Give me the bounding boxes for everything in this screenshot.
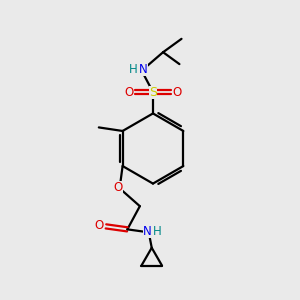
Text: S: S <box>149 85 157 98</box>
Text: O: O <box>124 85 134 98</box>
Text: O: O <box>95 219 104 232</box>
Text: H: H <box>128 63 137 76</box>
Text: N: N <box>143 225 152 238</box>
Text: H: H <box>153 225 162 238</box>
Text: O: O <box>113 181 123 194</box>
Text: O: O <box>172 85 182 98</box>
Text: N: N <box>139 63 148 76</box>
